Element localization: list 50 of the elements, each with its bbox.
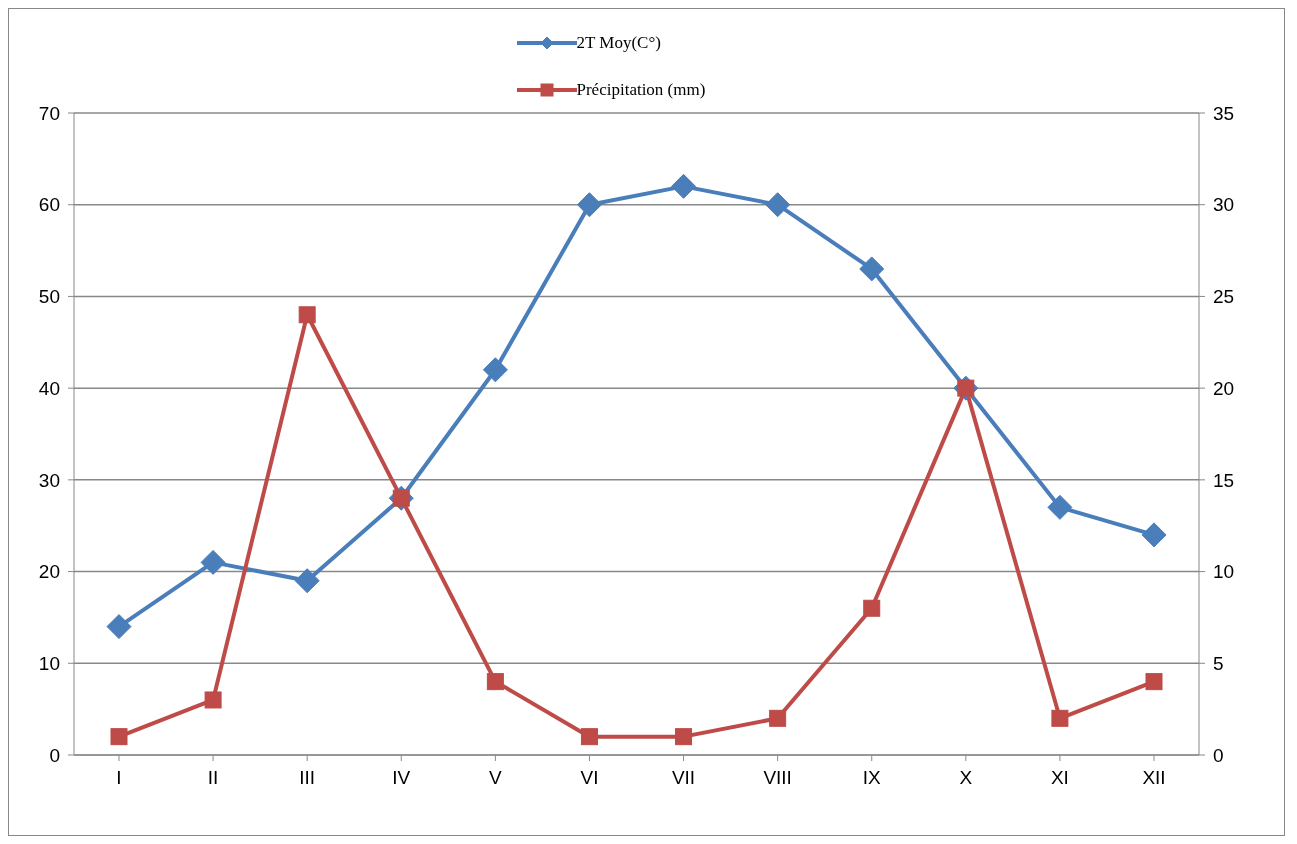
y2-tick-label: 5 <box>1213 653 1224 675</box>
y-tick-label: 40 <box>38 377 60 399</box>
y2-tick-label: 35 <box>1213 102 1235 124</box>
x-tick-label: I <box>116 767 122 789</box>
legend-label: Précipitation (mm) <box>576 79 706 100</box>
x-tick-label: VI <box>580 767 599 789</box>
point <box>765 192 791 218</box>
y-tick-label: 30 <box>38 469 60 491</box>
point <box>204 691 222 709</box>
legend-label: 2T Moy(C°) <box>576 32 661 53</box>
point <box>576 192 602 218</box>
point <box>1051 709 1069 727</box>
x-tick-label: III <box>299 767 316 789</box>
point <box>1047 494 1073 520</box>
point <box>859 256 885 282</box>
y2-tick-label: 20 <box>1213 377 1235 399</box>
y2-tick-label: 0 <box>1213 744 1224 766</box>
point <box>298 306 316 324</box>
y-tick-label: 70 <box>38 102 60 124</box>
point <box>110 728 128 746</box>
point <box>580 728 598 746</box>
x-tick-label: XII <box>1142 767 1166 789</box>
y2-tick-label: 25 <box>1213 286 1235 308</box>
x-tick-label: VIII <box>763 767 792 789</box>
x-tick-label: VII <box>671 767 696 789</box>
x-tick-label: II <box>207 767 219 789</box>
x-tick-label: X <box>959 767 973 789</box>
x-tick-label: IX <box>862 767 882 789</box>
point <box>675 728 693 746</box>
y-tick-label: 60 <box>38 194 60 216</box>
point <box>482 357 508 383</box>
y2-tick-label: 30 <box>1213 194 1235 216</box>
y-tick-label: 50 <box>38 286 60 308</box>
point <box>294 568 320 594</box>
y-tick-label: 10 <box>38 653 60 675</box>
point <box>1141 522 1167 548</box>
x-tick-label: V <box>489 767 503 789</box>
point <box>1145 673 1163 691</box>
point <box>863 599 881 617</box>
point <box>671 173 697 199</box>
y-tick-label: 0 <box>49 744 60 766</box>
y2-tick-label: 15 <box>1213 469 1235 491</box>
point <box>769 709 787 727</box>
y2-tick-label: 10 <box>1213 561 1235 583</box>
point <box>106 614 132 640</box>
point <box>486 673 504 691</box>
x-tick-label: IV <box>392 767 411 789</box>
point <box>200 549 226 575</box>
y-tick-label: 20 <box>38 561 60 583</box>
x-tick-label: XI <box>1050 767 1069 789</box>
